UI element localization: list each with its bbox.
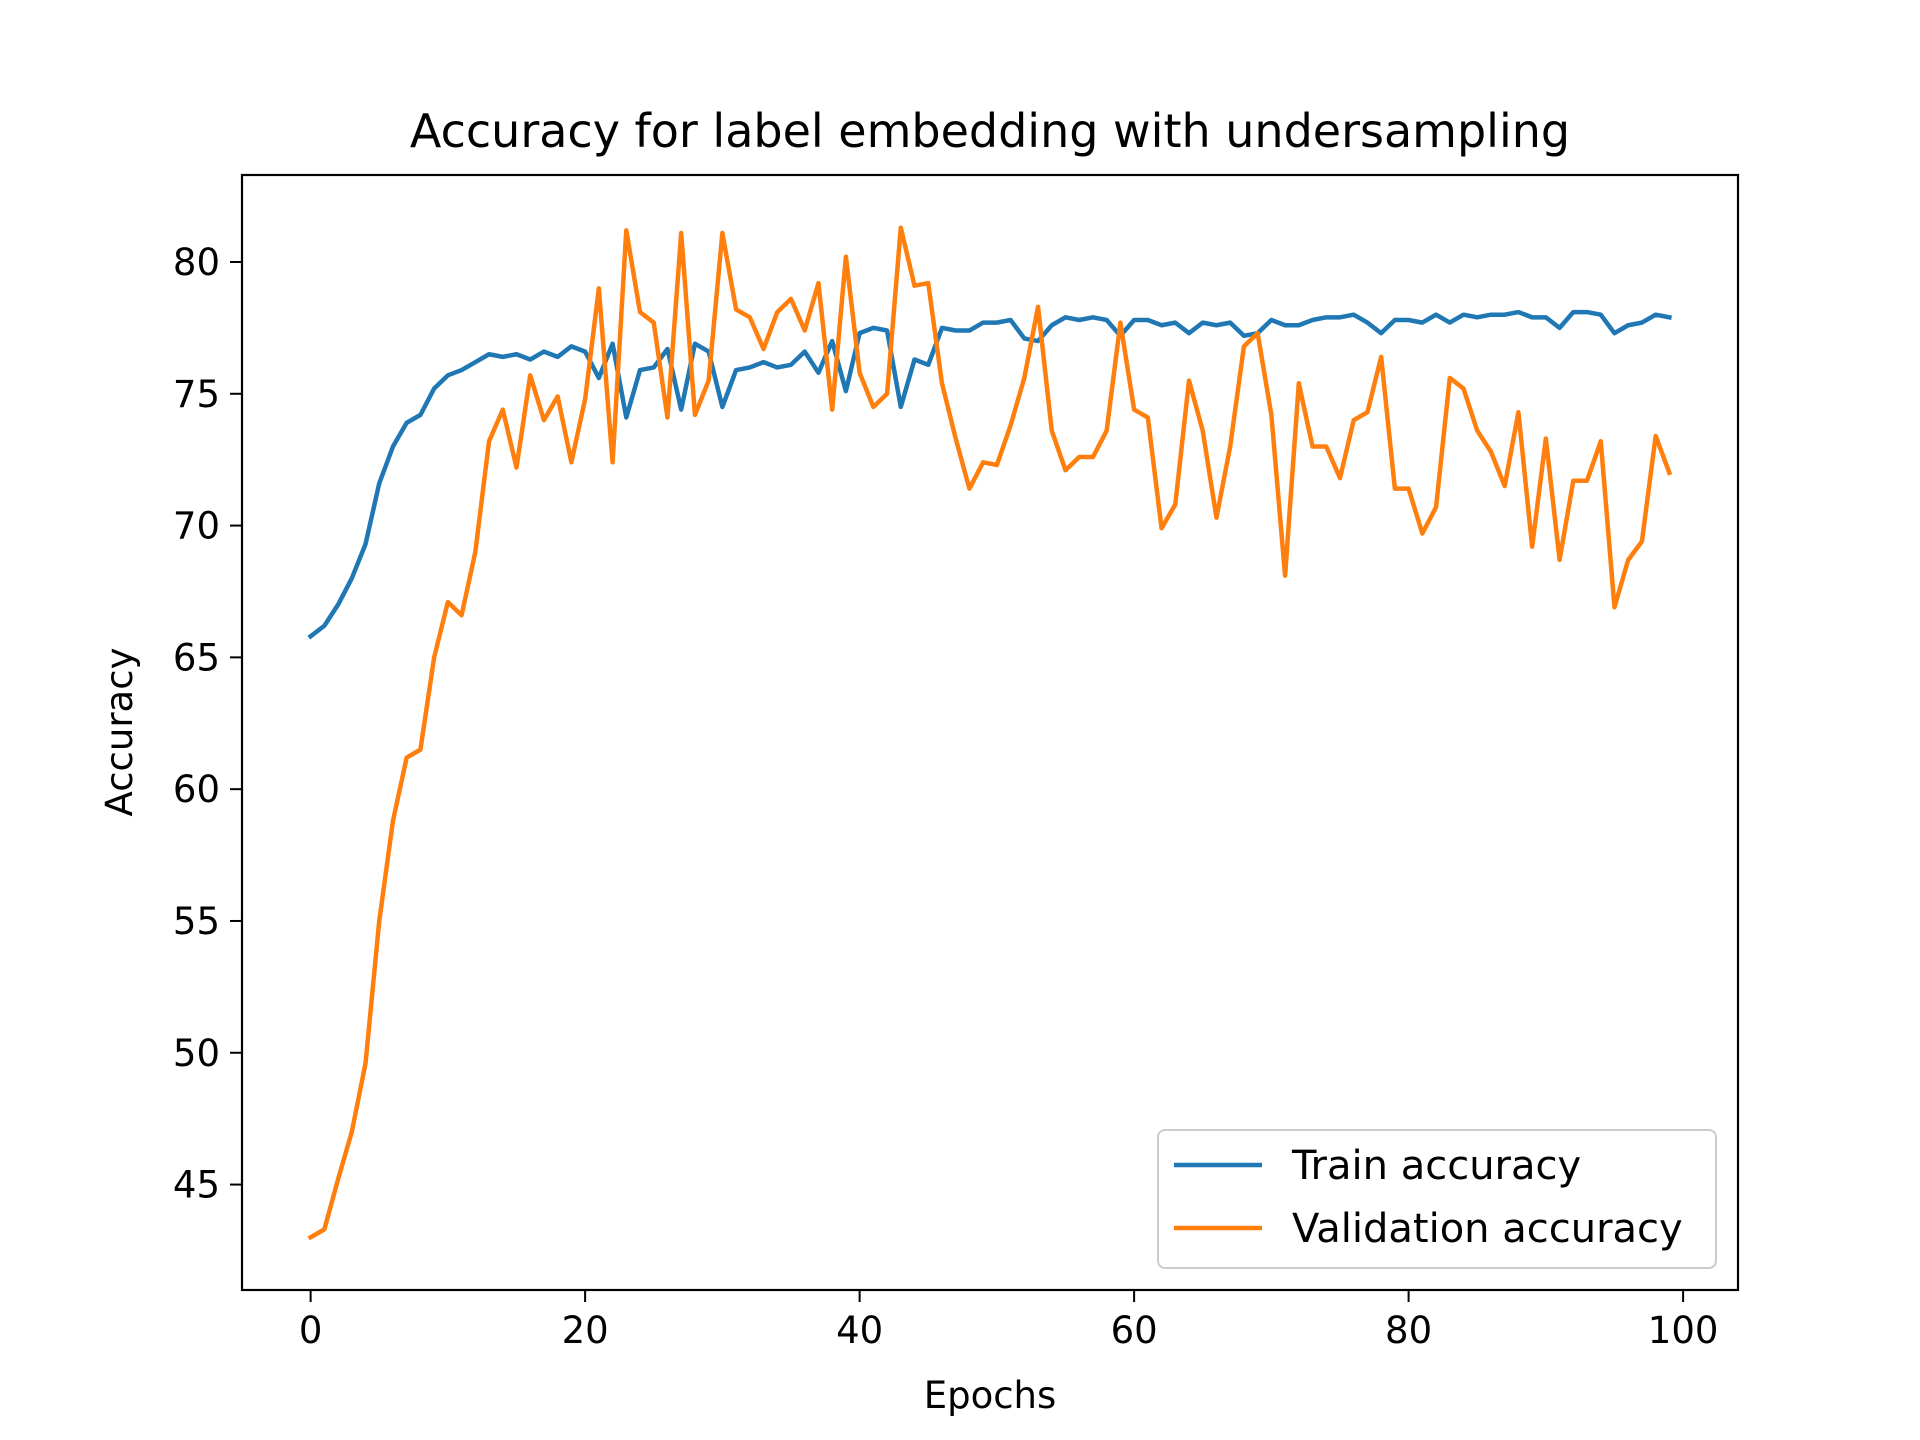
y-tick-label: 50 [173,1032,220,1075]
y-axis-ticks: 45 50 55 60 65 70 75 80 [173,241,242,1207]
y-tick-label: 65 [173,636,220,679]
x-axis-label: Epochs [924,1374,1057,1417]
x-tick-label: 100 [1648,1309,1719,1352]
x-axis-ticks: 0 20 40 60 80 100 [299,1290,1719,1352]
x-tick-label: 80 [1385,1309,1432,1352]
y-tick-label: 60 [173,768,220,811]
x-tick-label: 0 [299,1309,323,1352]
y-tick-label: 70 [173,505,220,548]
series-line-train-accuracy [307,309,1673,640]
x-tick-label: 20 [562,1309,609,1352]
legend-label-train-accuracy: Train accuracy [1291,1143,1581,1189]
legend-label-validation-accuracy: Validation accuracy [1292,1206,1683,1252]
legend-box [1157,1129,1717,1269]
x-tick-label: 60 [1111,1309,1158,1352]
legend: Train accuracy Validation accuracy [1157,1129,1717,1269]
y-tick-label: 80 [173,241,220,284]
series-line-validation-accuracy [307,225,1673,1241]
y-tick-label: 75 [173,373,220,416]
y-tick-label: 55 [173,900,220,943]
chart-title: Accuracy for label embedding with unders… [410,104,1570,158]
plot-area [240,173,1740,1292]
y-tick-label: 45 [173,1164,220,1207]
series-layer [307,225,1673,1241]
y-axis-label: Accuracy [98,648,141,817]
x-tick-label: 40 [836,1309,883,1352]
plot-frame [240,173,1740,1292]
